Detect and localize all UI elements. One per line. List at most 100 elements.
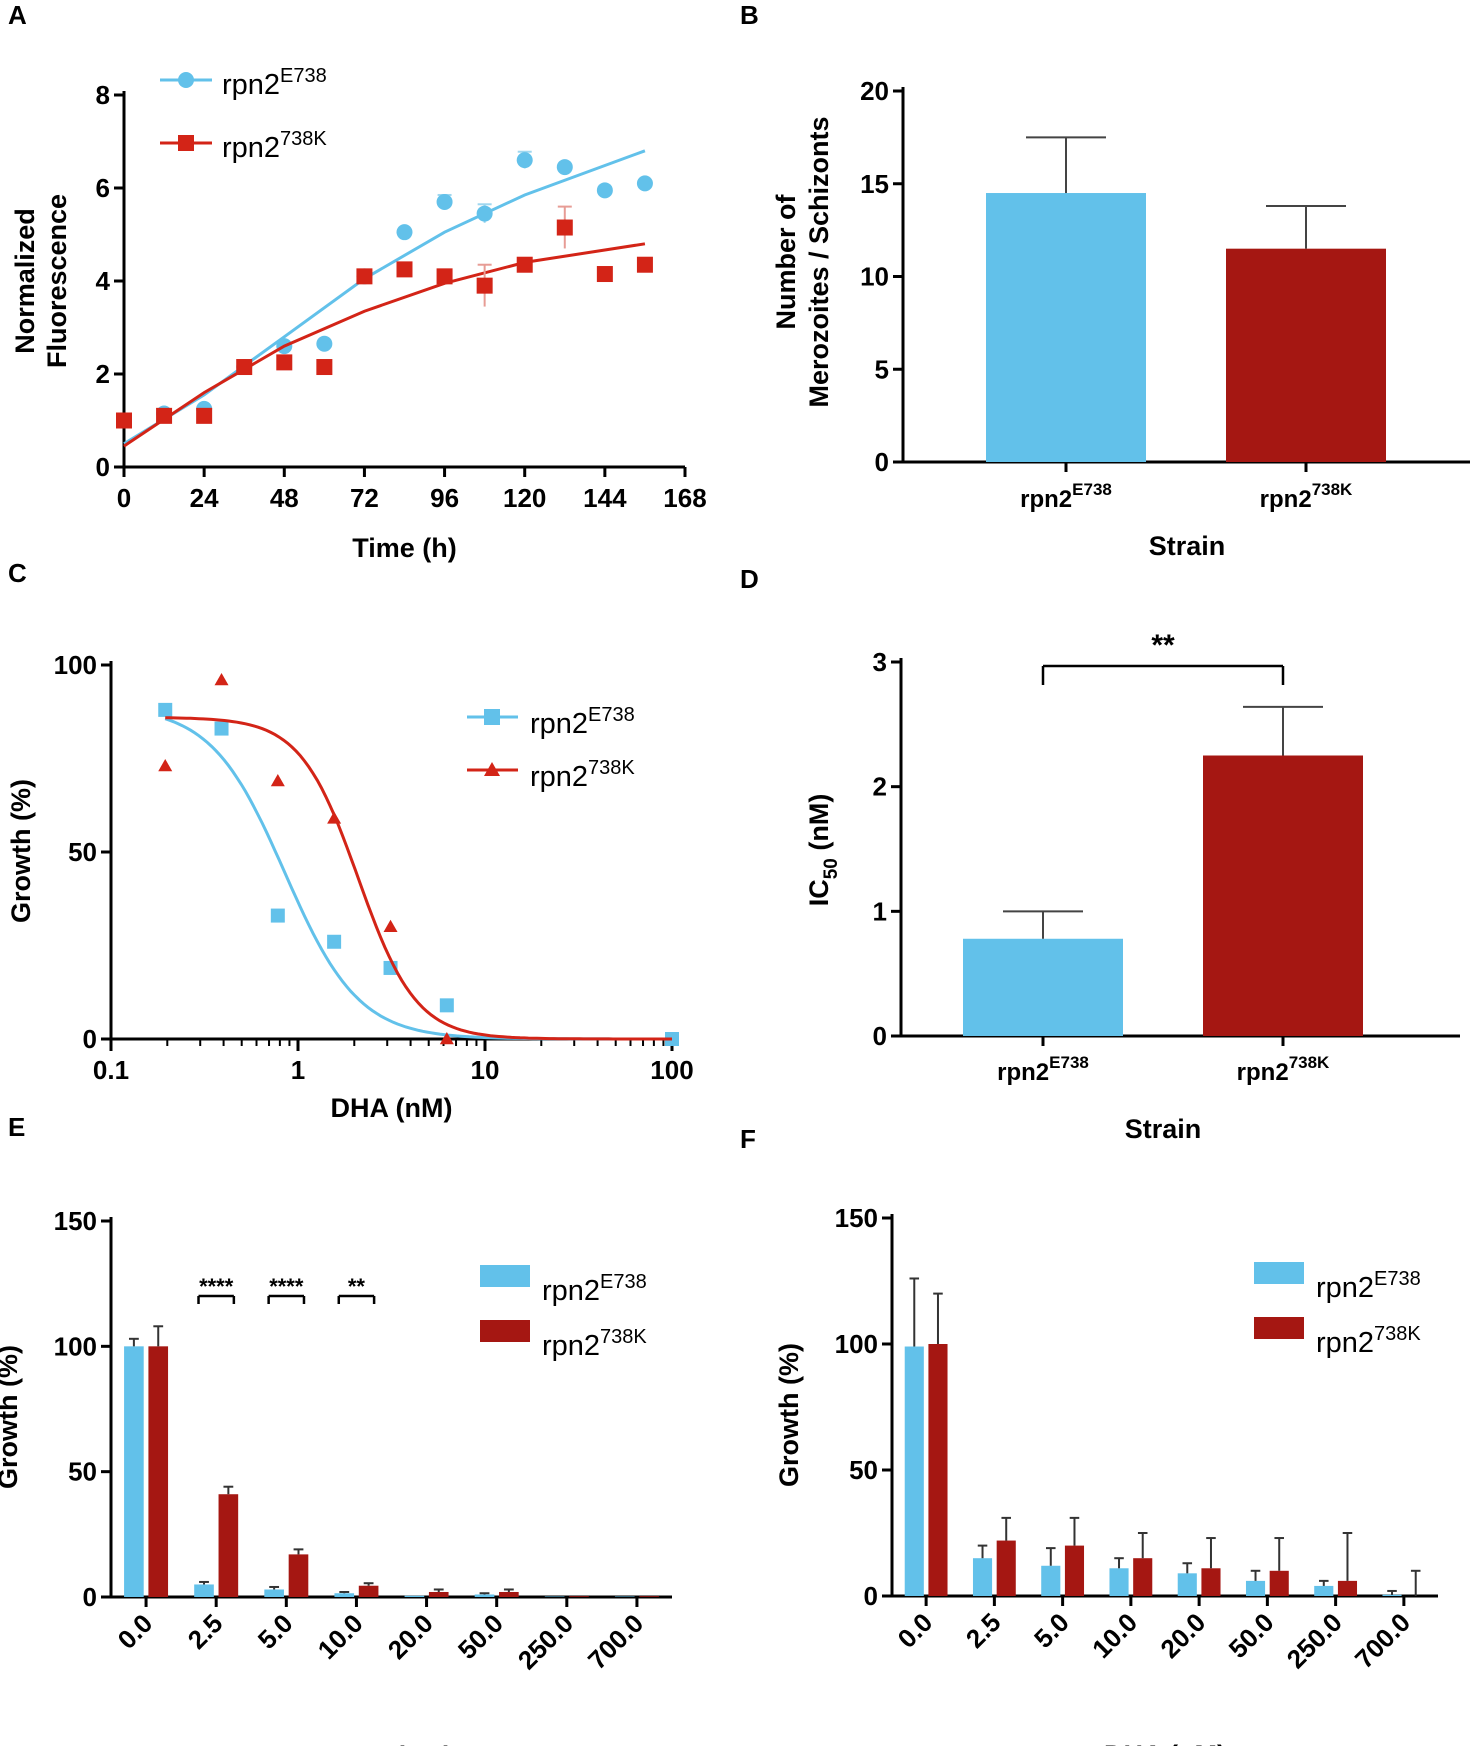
chart-a-x-tick-label: 120 <box>503 483 546 513</box>
chart-a-point-0 <box>396 224 413 241</box>
chart-e-bar-s0 <box>474 1594 495 1597</box>
chart-b-y-tick-label: 0 <box>875 447 889 477</box>
chart-c-x-tick-label: 100 <box>650 1055 693 1085</box>
chart-a-point-1 <box>116 412 132 429</box>
chart-e-sig-label: **** <box>269 1274 304 1299</box>
chart-b-x-label: Strain <box>1149 531 1226 561</box>
chart-e-legend-label-1: rpn2738K <box>542 1326 647 1362</box>
chart-a-x-tick-label: 48 <box>270 483 299 513</box>
chart-b-bar-0 <box>986 193 1146 462</box>
chart-a-point-1 <box>596 266 613 283</box>
chart-a-point-1 <box>636 256 653 273</box>
chart-f-x-tick-label: 20.0 <box>1154 1607 1211 1664</box>
chart-f-x-tick-label: 10.0 <box>1086 1607 1143 1664</box>
chart-f-bar-s0 <box>904 1346 924 1596</box>
chart-a-x-tick-label: 144 <box>583 483 627 513</box>
chart-b-y-label-line2: Merozoites / Schizonts <box>804 116 834 407</box>
chart-e-sig-label: ** <box>348 1274 366 1299</box>
chart-a-point-1 <box>156 407 173 424</box>
chart-e-legend-swatch-1 <box>480 1320 530 1342</box>
panel-letter-f: F <box>740 1124 756 1154</box>
chart-f-x-tick-label: 0.0 <box>892 1607 939 1654</box>
chart-d-y-tick-label: 3 <box>873 647 887 677</box>
chart-f-y-tick-label: 100 <box>835 1329 878 1359</box>
chart-e-bar-s1 <box>288 1554 309 1597</box>
chart-b-y-tick-label: 10 <box>860 262 889 292</box>
chart-d-y-tick-label: 2 <box>873 772 887 802</box>
chart-d-y-label: IC50 (nM) <box>804 794 842 907</box>
chart-a-point-1 <box>196 407 213 424</box>
chart-f-y-tick-label: 0 <box>864 1581 878 1611</box>
chart-e-y-tick-label: 50 <box>68 1457 97 1487</box>
chart-d-x-label: Strain <box>1125 1114 1202 1144</box>
chart-d-category-label-1: rpn2738K <box>1237 1053 1330 1086</box>
chart-e-bar-s1 <box>499 1591 519 1597</box>
chart-f-x-tick-label: 50.0 <box>1223 1607 1280 1664</box>
chart-a-point-0 <box>316 335 333 352</box>
chart-c-x-tick-label: 10 <box>471 1055 500 1085</box>
chart-f-bar-s0 <box>1245 1580 1266 1596</box>
chart-f-x-tick-label: 2.5 <box>960 1607 1007 1654</box>
chart-c-fit-1 <box>165 716 672 1041</box>
panel-letter-e: E <box>8 1112 25 1142</box>
chart-f-x-tick-label: 700.0 <box>1349 1607 1416 1674</box>
chart-f-legend-swatch-1 <box>1254 1317 1304 1339</box>
chart-d-bar-1 <box>1203 755 1363 1036</box>
chart-c-y-tick-label: 0 <box>83 1024 97 1054</box>
chart-d-y-tick-label: 1 <box>873 896 887 926</box>
chart-c-legend-marker-1 <box>484 762 500 776</box>
chart-c-point-0 <box>439 998 454 1013</box>
chart-e-legend-label-0: rpn2E738 <box>542 1271 647 1307</box>
chart-e-x-tick-label: 5.0 <box>252 1608 299 1655</box>
chart-b-y-label-line1: Number of <box>771 193 801 329</box>
chart-a-legend-marker-0 <box>178 72 194 88</box>
chart-a-y-tick-label: 0 <box>96 452 110 482</box>
chart-e-bar-s0 <box>334 1593 355 1597</box>
chart-c-point-1 <box>270 773 285 787</box>
chart-e-x-tick-label: 250.0 <box>512 1608 579 1675</box>
chart-c-point-0 <box>214 721 229 736</box>
chart-c-point-0 <box>158 702 173 717</box>
chart-a-x-tick-label: 0 <box>117 483 131 513</box>
chart-f-bar-s1 <box>1269 1570 1289 1596</box>
chart-e-bar-s1 <box>569 1596 589 1597</box>
chart-c-point-1 <box>214 672 229 686</box>
chart-a-point-0 <box>596 182 613 199</box>
chart-e-y-tick-label: 100 <box>54 1331 97 1361</box>
chart-f-bar-s0 <box>1041 1565 1061 1596</box>
chart-e-y-label: Growth (%) <box>0 1345 23 1489</box>
chart-e-y-tick-label: 150 <box>54 1206 97 1236</box>
chart-e-x-tick-label: 0.0 <box>112 1608 159 1655</box>
chart-a-legend-label-1: rpn2738K <box>222 128 327 164</box>
chart-b-bar-1 <box>1226 248 1386 462</box>
chart-a-point-1 <box>356 268 373 285</box>
chart-a-point-0 <box>516 152 533 169</box>
chart-d-bar-0 <box>963 938 1123 1036</box>
chart-c-point-1 <box>158 758 173 772</box>
chart-a-fit-0 <box>123 149 646 446</box>
chart-f-bar-s0 <box>1382 1594 1402 1596</box>
chart-a-x-tick-label: 96 <box>430 483 459 513</box>
chart-f-bar-s0 <box>1177 1573 1197 1596</box>
chart-a-legend-label-0: rpn2E738 <box>222 65 327 101</box>
chart-b-y-tick-label: 20 <box>860 76 889 106</box>
chart-e-x-tick-label: 10.0 <box>312 1608 369 1665</box>
chart-e-bar-s0 <box>404 1595 425 1597</box>
chart-c-point-0 <box>327 934 342 949</box>
chart-a-y-label-line2: Fluorescence <box>42 194 72 368</box>
chart-f-y-tick-label: 150 <box>835 1203 878 1233</box>
chart-a-point-1 <box>396 261 413 278</box>
chart-a-point-0 <box>556 159 573 176</box>
chart-a-point-0 <box>636 175 653 192</box>
chart-f-y-tick-label: 50 <box>849 1455 878 1485</box>
chart-f-bar-s1 <box>1337 1580 1358 1596</box>
chart-f-bar-s0 <box>1109 1568 1129 1596</box>
chart-a-y-tick-label: 2 <box>96 359 110 389</box>
chart-d-category-label-0: rpn2E738 <box>997 1053 1089 1086</box>
chart-e-x-tick-label: 700.0 <box>582 1608 649 1675</box>
chart-a-x-label: Time (h) <box>352 533 457 563</box>
chart-c-x-tick-label: 1 <box>291 1055 305 1085</box>
chart-a-y-label-line1: Normalized <box>10 208 40 354</box>
chart-f-bar-s1 <box>928 1344 948 1596</box>
